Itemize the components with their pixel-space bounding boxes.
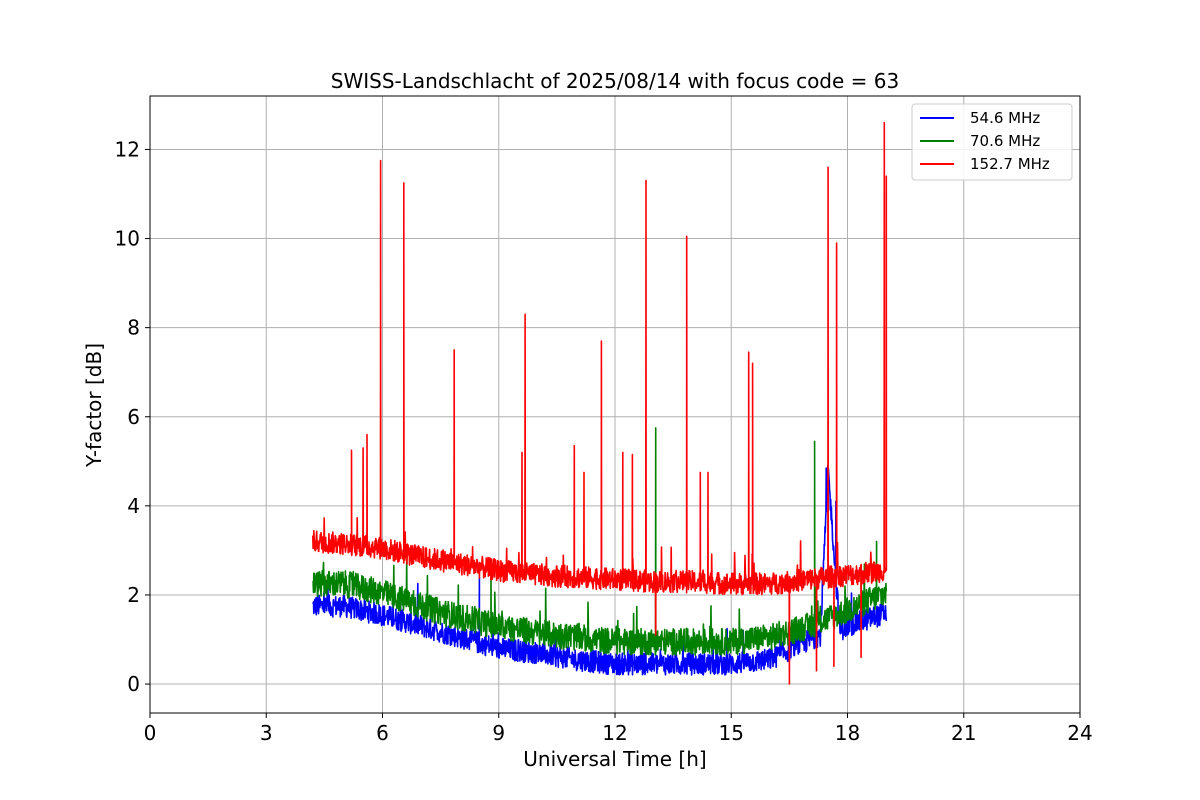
- legend: 54.6 MHz 70.6 MHz 152.7 MHz: [911, 103, 1073, 181]
- x-tick-label: 24: [1067, 721, 1092, 745]
- y-tick-label: 6: [127, 405, 140, 429]
- series-layer: [312, 121, 888, 685]
- x-tick-label: 9: [492, 721, 505, 745]
- x-tick-label: 12: [602, 721, 627, 745]
- series-line-1: [312, 427, 888, 656]
- chart-title: SWISS-Landschlacht of 2025/08/14 with fo…: [331, 69, 899, 93]
- x-tick-label: 21: [951, 721, 976, 745]
- legend-label: 152.7 MHz: [970, 155, 1050, 173]
- y-axis-label: Y-factor [dB]: [82, 343, 106, 468]
- y-axis: 0 2 4 6 8 10 12: [115, 137, 150, 696]
- y-tick-label: 10: [115, 227, 140, 251]
- x-tick-label: 18: [835, 721, 860, 745]
- x-axis-label: Universal Time [h]: [523, 747, 706, 771]
- x-tick-label: 6: [376, 721, 389, 745]
- legend-label: 54.6 MHz: [970, 109, 1040, 127]
- x-tick-label: 0: [144, 721, 157, 745]
- y-tick-label: 12: [115, 137, 140, 161]
- y-tick-label: 0: [127, 672, 140, 696]
- x-tick-label: 15: [719, 721, 744, 745]
- y-tick-label: 8: [127, 316, 140, 340]
- x-tick-label: 3: [260, 721, 273, 745]
- legend-box: [911, 103, 1073, 181]
- legend-label: 70.6 MHz: [970, 132, 1040, 150]
- x-axis: 0 3 6 9 12 15 18 21 24: [144, 713, 1093, 745]
- y-tick-label: 2: [127, 583, 140, 607]
- series-line-2: [312, 121, 888, 685]
- y-tick-label: 4: [127, 494, 140, 518]
- grid-lines: [149, 96, 1081, 713]
